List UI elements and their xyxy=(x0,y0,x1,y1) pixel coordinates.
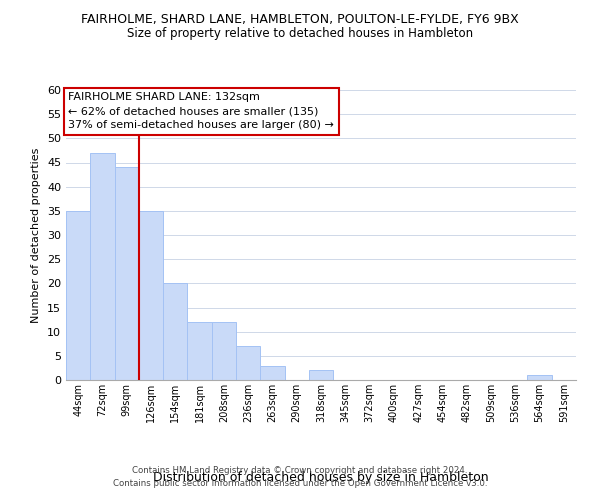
Bar xyxy=(309,370,333,380)
Text: FAIRHOLME, SHARD LANE, HAMBLETON, POULTON-LE-FYLDE, FY6 9BX: FAIRHOLME, SHARD LANE, HAMBLETON, POULTO… xyxy=(81,12,519,26)
Bar xyxy=(527,375,552,380)
Bar xyxy=(163,284,187,380)
Text: Contains HM Land Registry data © Crown copyright and database right 2024.
Contai: Contains HM Land Registry data © Crown c… xyxy=(113,466,487,487)
Text: FAIRHOLME SHARD LANE: 132sqm
← 62% of detached houses are smaller (135)
37% of s: FAIRHOLME SHARD LANE: 132sqm ← 62% of de… xyxy=(68,92,334,130)
Text: Size of property relative to detached houses in Hambleton: Size of property relative to detached ho… xyxy=(127,28,473,40)
Bar xyxy=(90,153,115,380)
Bar xyxy=(260,366,284,380)
X-axis label: Distribution of detached houses by size in Hambleton: Distribution of detached houses by size … xyxy=(153,471,489,484)
Bar xyxy=(236,346,260,380)
Bar xyxy=(212,322,236,380)
Y-axis label: Number of detached properties: Number of detached properties xyxy=(31,148,41,322)
Bar xyxy=(115,168,139,380)
Bar xyxy=(66,211,90,380)
Bar xyxy=(187,322,212,380)
Bar xyxy=(139,211,163,380)
